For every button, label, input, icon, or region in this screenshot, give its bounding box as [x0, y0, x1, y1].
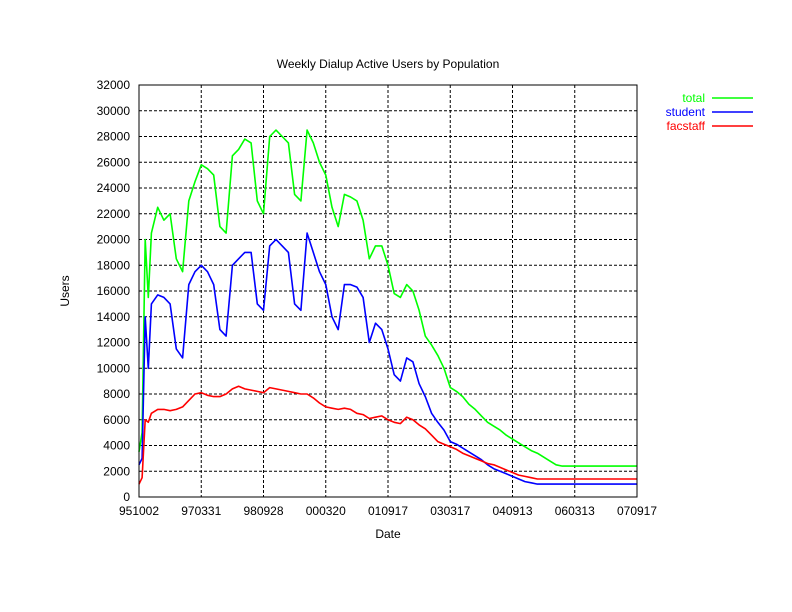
y-tick-label: 26000: [97, 155, 131, 169]
y-tick-label: 20000: [97, 233, 131, 247]
legend-label-student: student: [666, 105, 706, 119]
y-tick-label: 22000: [97, 207, 131, 221]
y-tick-label: 10000: [97, 361, 131, 375]
x-tick-label: 070917: [617, 504, 657, 518]
y-tick-label: 16000: [97, 284, 131, 298]
x-tick-label: 980928: [243, 504, 283, 518]
chart-title: Weekly Dialup Active Users by Population: [277, 57, 500, 71]
y-tick-label: 0: [123, 490, 130, 504]
x-tick-label: 000320: [306, 504, 346, 518]
x-tick-label: 951002: [119, 504, 159, 518]
series-line-facstaff: [138, 385, 637, 485]
x-tick-label: 040913: [492, 504, 532, 518]
x-tick-label: 970331: [181, 504, 221, 518]
y-tick-label: 32000: [97, 78, 131, 92]
y-tick-label: 28000: [97, 130, 131, 144]
series-line-student: [138, 232, 637, 485]
grid: [139, 85, 637, 497]
y-axis-label: Users: [58, 275, 72, 306]
y-tick-label: 2000: [103, 464, 130, 478]
y-tick-label: 30000: [97, 104, 131, 118]
legend-label-total: total: [682, 91, 705, 105]
series-line-total: [138, 129, 637, 467]
y-axis-ticks: 0 2000 4000 6000 8000 10000 12000 14000 16000 180…: [97, 78, 131, 504]
y-tick-label: 24000: [97, 181, 131, 195]
plot-frame: [138, 84, 638, 498]
x-axis-ticks: 951002 970331 980928 000320 010917 030317 0409…: [119, 504, 657, 518]
y-tick-label: 8000: [103, 387, 130, 401]
x-tick-label: 060313: [555, 504, 595, 518]
series-group: [138, 129, 637, 485]
y-tick-label: 6000: [103, 413, 130, 427]
x-axis-label: Date: [375, 527, 401, 541]
x-tick-label: 010917: [368, 504, 408, 518]
legend-label-facstaff: facstaff: [667, 119, 706, 133]
y-tick-label: 14000: [97, 310, 131, 324]
x-tick-label: 030317: [430, 504, 470, 518]
y-tick-label: 4000: [103, 439, 130, 453]
y-tick-label: 12000: [97, 336, 131, 350]
y-tick-label: 18000: [97, 258, 131, 272]
